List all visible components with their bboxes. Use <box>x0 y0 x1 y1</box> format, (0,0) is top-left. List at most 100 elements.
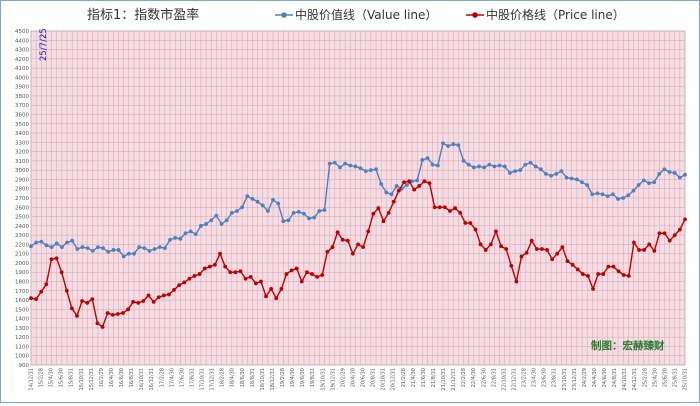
value-point <box>59 245 64 250</box>
price-point <box>100 325 105 329</box>
value-point <box>616 197 620 201</box>
price-point <box>248 274 253 279</box>
value-point <box>662 167 667 172</box>
value-point <box>605 194 610 199</box>
value-point <box>477 164 481 169</box>
value-point <box>188 229 193 234</box>
price-point <box>243 276 248 281</box>
y-tick-label: 1300 <box>15 326 29 332</box>
price-point <box>228 270 233 275</box>
value-point <box>574 177 579 182</box>
price-point <box>172 287 176 292</box>
y-tick-label: 4400 <box>15 38 29 44</box>
grid <box>30 30 686 366</box>
value-point <box>569 176 574 181</box>
price-point <box>616 269 621 274</box>
price-point <box>274 296 279 301</box>
price-point <box>126 307 130 312</box>
value-point <box>327 161 332 166</box>
value-point <box>487 162 492 167</box>
price-point <box>575 267 580 272</box>
price-point <box>330 245 335 250</box>
value-point <box>214 213 219 218</box>
x-tick-label: 21/4/30 <box>411 368 417 387</box>
price-point <box>570 262 575 267</box>
value-point <box>595 191 600 196</box>
x-tick-label: 16/4/30 <box>109 368 115 387</box>
price-point <box>483 248 488 252</box>
value-point <box>554 171 559 176</box>
value-point <box>224 218 229 223</box>
price-point <box>402 180 406 185</box>
price-point <box>44 282 49 287</box>
x-tick-label: 22/8/31 <box>491 368 497 387</box>
price-point <box>555 251 560 256</box>
price-point <box>494 229 498 234</box>
x-tick-label: 24/4/30 <box>592 368 598 387</box>
price-point <box>223 264 228 269</box>
legend-price-marker <box>472 12 478 18</box>
value-point <box>317 209 322 213</box>
value-point <box>564 175 569 180</box>
value-point <box>255 199 260 204</box>
price-point <box>356 242 360 247</box>
price-point <box>110 313 115 317</box>
price-point <box>197 272 202 276</box>
value-point <box>683 172 687 177</box>
x-tick-label: 21/6/30 <box>421 368 427 387</box>
value-point <box>590 192 595 197</box>
price-point <box>253 281 258 286</box>
price-point <box>29 296 33 301</box>
price-point <box>458 210 463 215</box>
price-point <box>289 268 294 273</box>
value-point <box>235 209 239 213</box>
x-tick-label: 22/10/31 <box>501 368 507 390</box>
x-tick-label: 18/4/30 <box>230 368 236 387</box>
price-point <box>279 287 284 291</box>
price-point <box>340 237 345 242</box>
value-point <box>358 166 363 171</box>
x-tick-label: 14/12/31 <box>29 368 35 390</box>
x-tick-label: 18/10/31 <box>260 368 266 390</box>
x-tick-label: 20/2/29 <box>340 368 346 387</box>
value-point <box>332 160 337 165</box>
price-point <box>310 272 314 276</box>
price-point <box>269 287 274 291</box>
price-point <box>335 230 340 235</box>
x-tick-label: 15/6/30 <box>59 368 65 387</box>
y-tick-label: 2900 <box>15 177 29 183</box>
price-point <box>478 242 483 247</box>
value-point <box>466 162 471 167</box>
price-point <box>611 264 616 269</box>
x-tick-label: 23/12/31 <box>572 368 578 390</box>
price-point <box>202 266 207 271</box>
price-point <box>361 245 366 250</box>
price-point <box>407 179 411 184</box>
price-point <box>207 264 212 269</box>
price-point <box>662 231 667 236</box>
value-point <box>250 197 255 201</box>
price-point <box>131 300 136 304</box>
value-point <box>65 240 69 245</box>
y-tick-label: 1400 <box>15 317 29 323</box>
price-point <box>529 238 534 243</box>
value-point <box>152 247 157 251</box>
value-point <box>508 171 512 175</box>
value-point <box>528 160 533 165</box>
x-tick-label: 25/10/31 <box>683 368 689 390</box>
value-point <box>611 192 615 197</box>
x-tick-label: 17/4/30 <box>169 368 175 387</box>
y-tick-label: 2000 <box>15 261 29 267</box>
price-point <box>412 187 417 192</box>
value-point <box>90 248 95 253</box>
value-point <box>80 245 85 250</box>
value-point <box>425 156 430 161</box>
price-point <box>427 181 432 186</box>
x-tick-label: 21/10/31 <box>441 368 447 390</box>
y-tick-label: 3200 <box>15 150 29 156</box>
price-point <box>560 245 565 250</box>
value-point <box>296 210 301 214</box>
price-point <box>325 249 330 254</box>
value-point <box>322 208 327 212</box>
y-tick-label: 2200 <box>15 242 29 248</box>
